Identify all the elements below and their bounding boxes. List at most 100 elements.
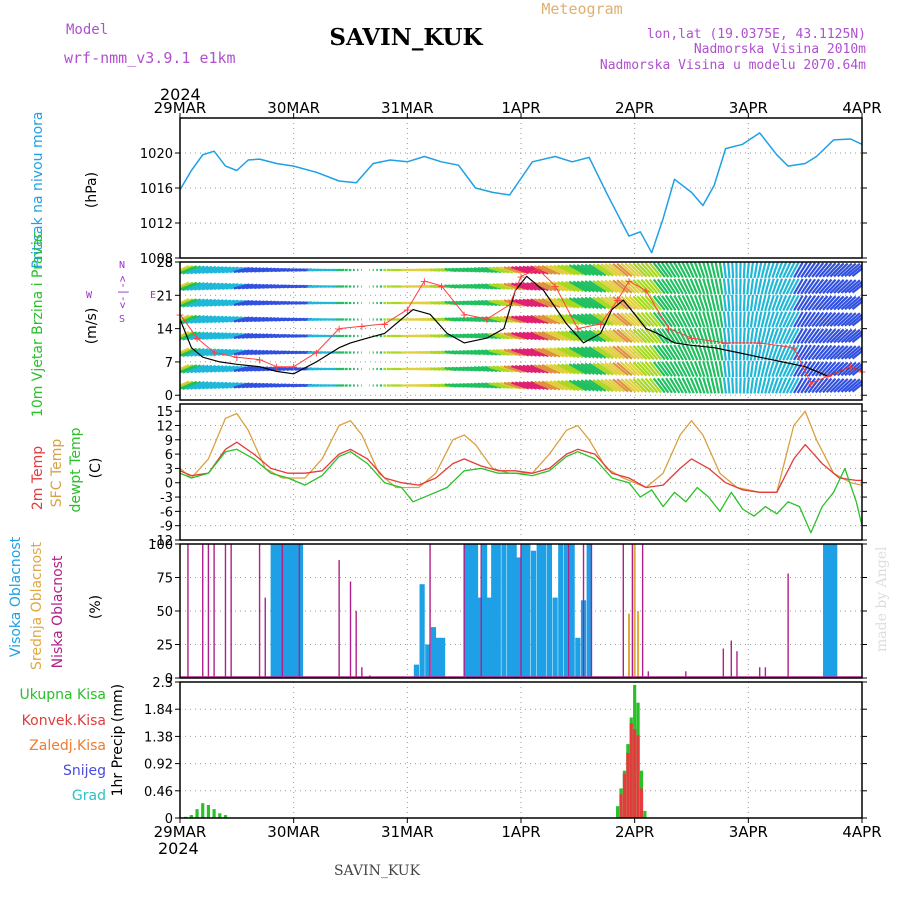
wind-arrow (767, 294, 775, 312)
wind-arrow (731, 377, 735, 394)
wind-arrow (636, 361, 651, 377)
wind-arrow (764, 278, 771, 295)
wind-arrow (774, 311, 784, 328)
wind-arrow (697, 327, 706, 345)
wind-arrow (541, 264, 561, 276)
wind-arrow (685, 262, 695, 279)
wind-arrow (186, 281, 205, 292)
wind-arrow (753, 377, 759, 394)
mid-cloud-bar (633, 544, 636, 678)
wind-arrow (213, 332, 232, 340)
wind-arrow (209, 348, 228, 357)
wind-arrow (197, 364, 217, 374)
wind-arrow (580, 280, 599, 293)
wind-arrow (722, 262, 727, 279)
wind-arrow (811, 328, 825, 344)
wind-arrow (580, 296, 599, 310)
wind-arrow (518, 265, 537, 275)
high-cloud-bar (430, 627, 437, 678)
ytick-label: 2.3 (152, 676, 173, 691)
wind-arrow (511, 365, 530, 373)
wind-arrow (718, 377, 724, 394)
wind-arrow (689, 360, 699, 378)
wind-arrow (545, 264, 565, 276)
wind-arrow (584, 346, 603, 359)
wind-arrow (844, 312, 861, 327)
wind-arrow (771, 262, 779, 279)
wind-arrow (660, 262, 673, 278)
wind-arrow (588, 362, 607, 376)
wind-arrow (568, 264, 588, 276)
wind-arrow (507, 299, 526, 307)
wind-arrow (545, 330, 565, 342)
wind-arrow (572, 280, 592, 293)
wind-arrow (718, 311, 724, 328)
wind-arrow (693, 311, 702, 328)
wind-arrow (822, 328, 837, 344)
wind-arrow (526, 298, 545, 308)
wind-arrow (669, 262, 681, 278)
wind-arrow (833, 262, 849, 278)
panel-wind: 0 7 14 21 28 + + + + + + + + + + + + + + + + + + + + + + + + + + + + + + + +… (156, 256, 867, 404)
wind-arrow (537, 331, 557, 341)
wind-arrow (568, 313, 588, 326)
low-cloud-bar (480, 544, 482, 678)
high-cloud-bar (501, 544, 507, 678)
wind-arrow (767, 360, 775, 378)
wind-arrow (742, 294, 746, 312)
wind-arrow (588, 296, 607, 310)
wind-arrow (533, 265, 553, 275)
conv-rain-bar (626, 752, 630, 818)
wind-gust-marker: + (613, 294, 622, 307)
wind-arrow (592, 263, 611, 277)
wind-arrow (727, 311, 731, 328)
wind-gust-marker: + (721, 337, 730, 350)
conv-rain-bar (619, 794, 623, 818)
wind-gust-marker: + (755, 337, 764, 350)
wind-arrow (584, 280, 603, 293)
wind-arrow (526, 315, 545, 324)
total-rain-bar (212, 809, 216, 818)
wind-arrow (731, 327, 735, 345)
wind-arrow (803, 278, 816, 295)
wind-arrow (507, 365, 526, 373)
wind-arrow (541, 347, 561, 358)
wind-arrow (731, 262, 735, 279)
panel-border (179, 403, 863, 541)
wind-arrow (522, 298, 541, 308)
wind-arrow (576, 296, 595, 310)
wind-gust-marker: + (533, 263, 542, 276)
wind-arrow (836, 279, 853, 294)
wind-arrow (764, 360, 771, 378)
bottom-date-label: 2APR (615, 823, 654, 841)
wind-arrow (822, 377, 837, 394)
top-date-label: 31MAR (381, 99, 434, 117)
wind-arrow (818, 311, 833, 328)
wind-arrow (796, 361, 808, 377)
wind-arrow (778, 294, 788, 312)
wind-arrow (557, 330, 576, 342)
wind-arrow (213, 315, 232, 324)
bottom-date-label: 31MAR (381, 823, 434, 841)
wind-arrow (580, 313, 599, 326)
wind-arrow (749, 294, 755, 312)
wind-arrow (774, 377, 784, 394)
wind-arrow (771, 311, 779, 328)
wind-arrow (514, 348, 534, 357)
wind-arrow (560, 379, 580, 392)
wind-arrow (822, 295, 837, 311)
wind-arrow (727, 327, 731, 345)
wind-arrow (608, 345, 626, 360)
wind-arrow (746, 311, 750, 328)
wind-arrow (533, 298, 553, 308)
bottom-date-label: 29MAR (154, 823, 207, 841)
wind-gust-marker: + (209, 346, 218, 359)
wind-arrow (760, 377, 767, 394)
low-cloud-bar (722, 648, 725, 678)
wind-arrow (665, 361, 677, 377)
wind-arrow (710, 278, 717, 295)
low-cloud-bar (202, 544, 204, 678)
wind-arrow (731, 278, 735, 295)
wind-arrow (628, 262, 644, 278)
wind-legend-east: E (150, 290, 156, 301)
